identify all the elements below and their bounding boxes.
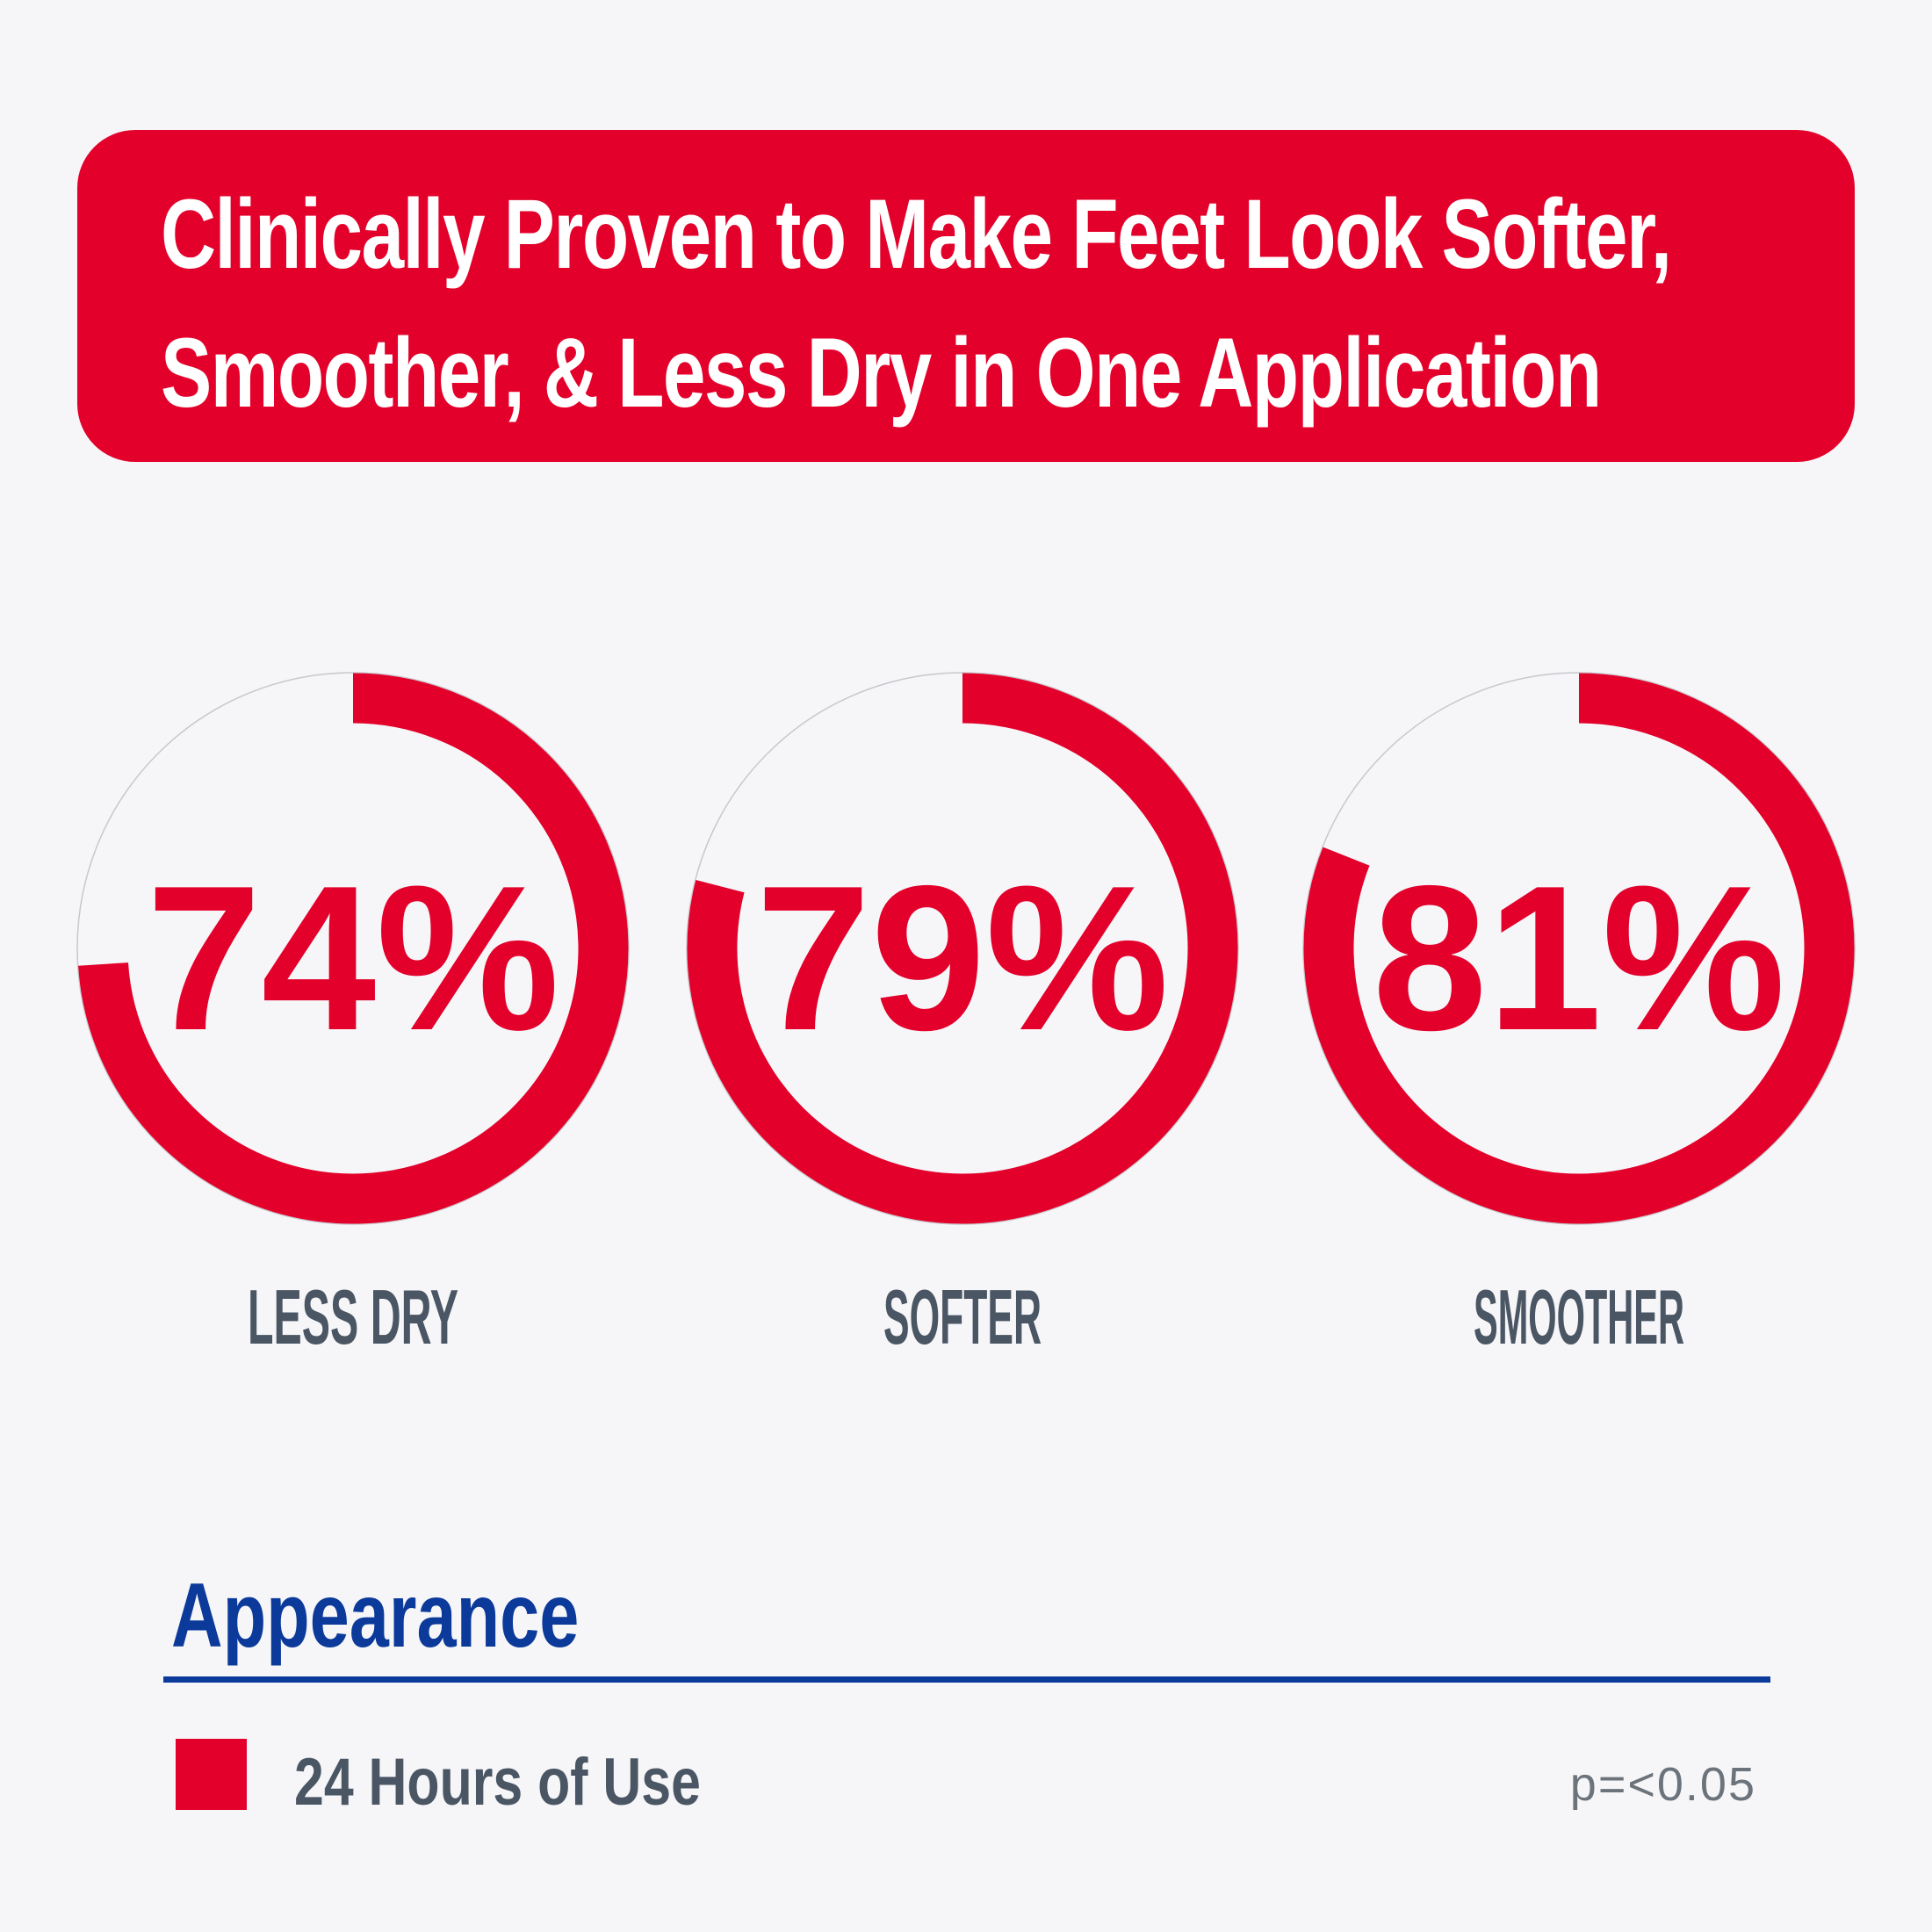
ring-track-softer [686, 672, 1239, 1225]
ring-label-softer: SOFTER [883, 1273, 1042, 1360]
ring-label-less-dry: LESS DRY [248, 1273, 458, 1360]
headline-banner: Clinically Proven to Make Feet Look Soft… [77, 130, 1855, 462]
ring-arc-softer [687, 673, 1238, 1224]
section-divider [163, 1676, 1770, 1683]
ring-arc-less-dry [78, 673, 629, 1224]
ring-chart: 74% LESS DRY 79% SOFTER 81% SMOOTHER [76, 672, 1856, 1360]
ring-label-smoother: SMOOTHER [1474, 1273, 1684, 1360]
ring-arc-smoother [1303, 673, 1855, 1224]
section-title: Appearance [171, 1565, 580, 1667]
headline-title: Clinically Proven to Make Feet Look Soft… [161, 179, 1672, 428]
ring-track-less-dry [76, 672, 630, 1225]
ring-track-smoother [1302, 672, 1856, 1225]
legend-label: 24 Hours of Use [294, 1745, 701, 1820]
ring-value-smoother: 81% [1373, 842, 1785, 1073]
significance-footnote: p=<0.05 [1569, 1758, 1756, 1811]
legend-swatch [176, 1739, 247, 1810]
ring-value-softer: 79% [756, 842, 1169, 1073]
ring-value-less-dry: 74% [147, 842, 559, 1073]
